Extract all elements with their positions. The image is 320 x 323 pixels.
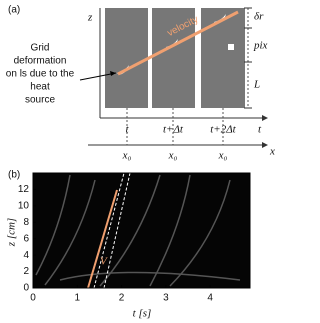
- y-tick-label: 0: [23, 283, 29, 294]
- x-axis-label: t [s]: [133, 308, 152, 320]
- frame: [152, 8, 195, 108]
- y-tick-label: 12: [18, 184, 30, 195]
- y-axis-label: z [cm]: [6, 218, 18, 247]
- time-label: t+2Δt: [210, 124, 236, 136]
- streak: [169, 179, 231, 287]
- streak: [35, 174, 71, 276]
- annotation: Grid: [31, 43, 50, 54]
- frame: [201, 8, 245, 108]
- t-axis-label: t: [258, 124, 262, 136]
- velocity-fit: [87, 189, 118, 289]
- y-tick-label: 8: [23, 217, 29, 228]
- x-tick-label: 3: [163, 293, 169, 304]
- x-label: x₀: [122, 150, 132, 162]
- time-label: t+Δt: [163, 124, 184, 136]
- streak: [59, 271, 241, 281]
- streak: [44, 179, 96, 286]
- annotation: heat: [30, 82, 50, 93]
- y-tick-label: 2: [23, 266, 29, 277]
- pix-label: pix: [253, 40, 268, 52]
- annotation: deformation: [14, 56, 67, 67]
- panel-label: (b): [8, 170, 20, 181]
- pointer: [79, 72, 117, 81]
- x-tick-label: 4: [207, 293, 213, 304]
- streak: [149, 174, 191, 287]
- arrow: [262, 142, 268, 148]
- l-label: L: [253, 79, 260, 91]
- velocity-line: [117, 10, 239, 76]
- arrow: [110, 71, 116, 76]
- z-label: z: [87, 12, 93, 24]
- x-label: x₀: [218, 150, 228, 162]
- time-label: t: [125, 124, 129, 136]
- y-tick-label: 4: [23, 250, 29, 261]
- arrow: [262, 115, 268, 121]
- plot-area: [33, 173, 250, 288]
- delta-r-label: δr: [254, 11, 264, 23]
- annotation: on ls due to the: [6, 69, 75, 80]
- frame: [105, 8, 148, 108]
- x-axis-label: x: [269, 146, 275, 158]
- y-tick-label: 6: [23, 233, 29, 244]
- annotation: source: [25, 95, 55, 106]
- x-tick-label: 2: [119, 293, 125, 304]
- v-label: V: [100, 256, 108, 268]
- x-tick-label: 1: [75, 293, 81, 304]
- streak: [99, 174, 161, 287]
- y-tick-label: 10: [18, 200, 30, 211]
- plot-frame: [32, 172, 251, 289]
- x-tick-label: 0: [30, 293, 36, 304]
- x-label: x₀: [168, 150, 178, 162]
- panel-label: (a): [8, 5, 20, 16]
- figure: (a) velocity z δr pix L Griddeformationo…: [6, 5, 275, 320]
- pixel: [228, 44, 234, 50]
